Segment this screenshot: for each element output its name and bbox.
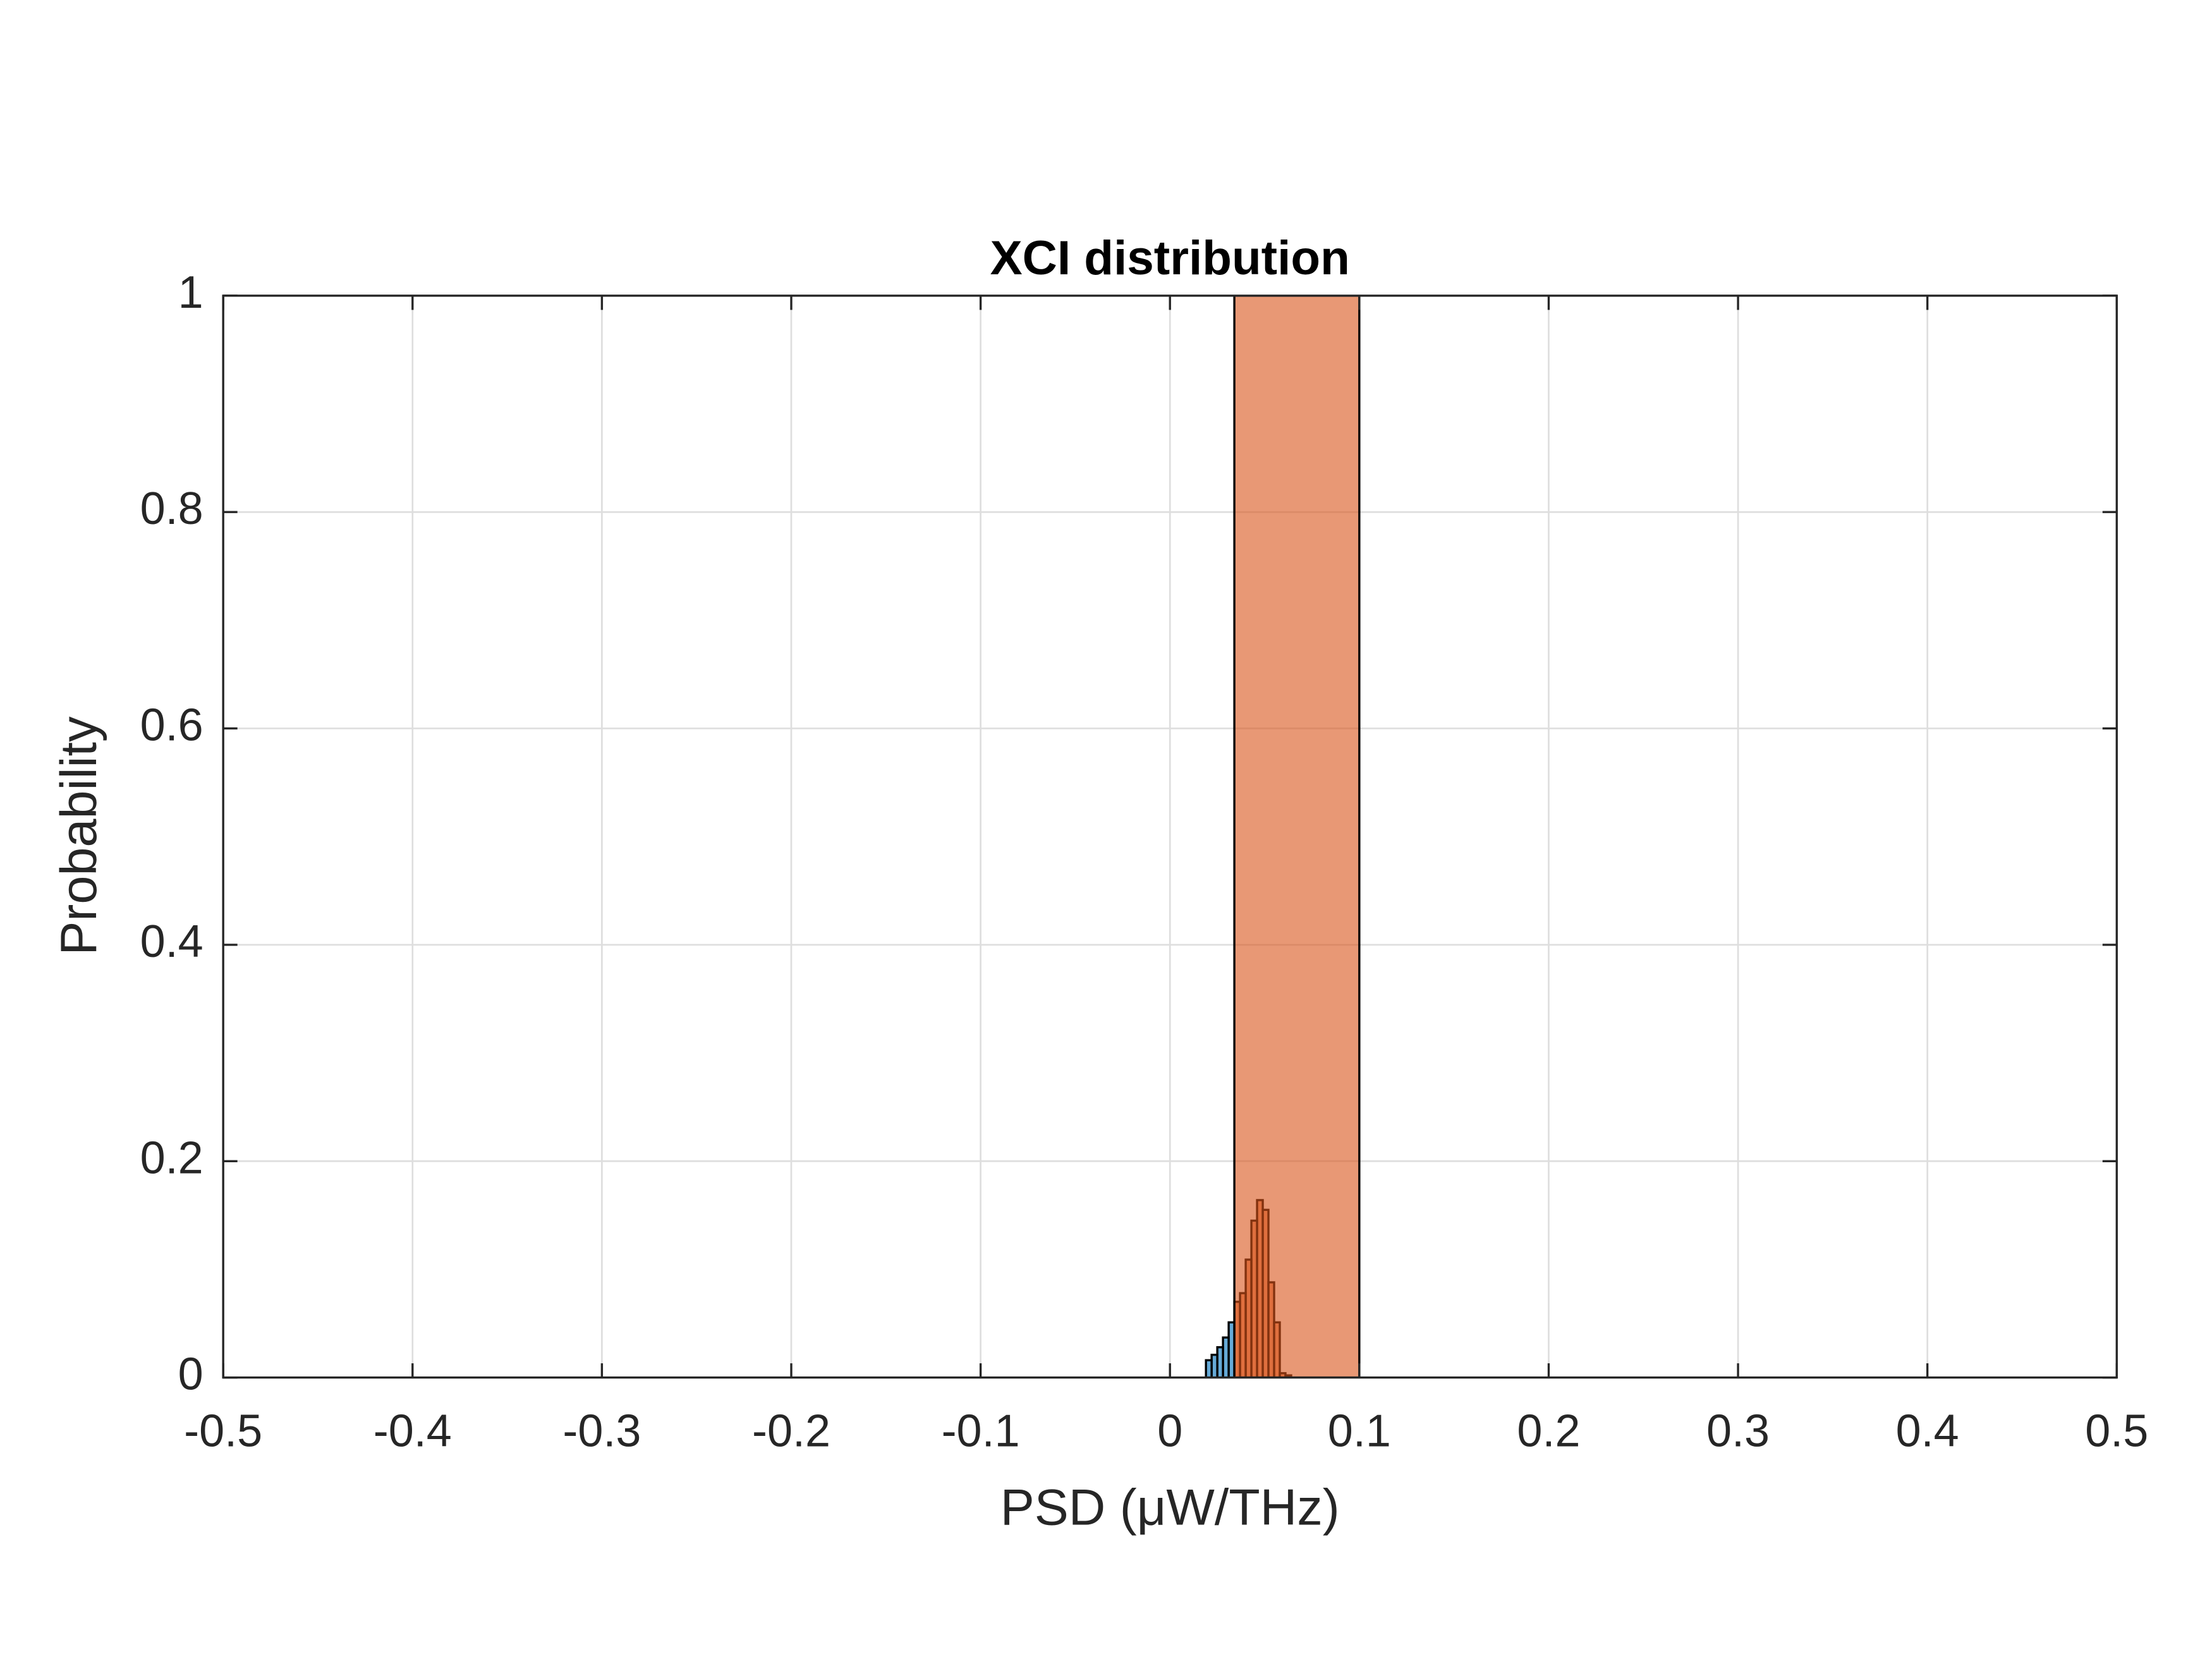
x-tick-label: 0 xyxy=(1157,1406,1182,1457)
x-tick-label: 0.3 xyxy=(1706,1406,1770,1457)
y-tick-label: 1 xyxy=(178,267,204,318)
y-tick-label: 0.4 xyxy=(140,916,204,967)
x-tick-label: 0.2 xyxy=(1517,1406,1580,1457)
y-tick-label: 0.2 xyxy=(140,1133,204,1183)
x-tick-label: 0.5 xyxy=(2085,1406,2148,1457)
x-tick-label: -0.1 xyxy=(942,1406,1020,1457)
axes-box xyxy=(222,295,2118,1379)
x-tick-label: -0.3 xyxy=(562,1406,641,1457)
x-tick-label: -0.4 xyxy=(374,1406,452,1457)
axes: -0.5 -0.4 -0.3 -0.2 -0.1 0 0.1 0.2 0.3 0.4 0.5 0 0.2… xyxy=(140,267,2149,1457)
y-tick-label: 0.8 xyxy=(140,483,204,534)
y-tick-label: 0.6 xyxy=(140,700,204,751)
bars xyxy=(1205,295,1361,1378)
x-tick-label: 0.4 xyxy=(1896,1406,1959,1457)
x-tick-label: -0.2 xyxy=(752,1406,830,1457)
x-tick-label: -0.5 xyxy=(184,1406,262,1457)
x-tick-label: 0.1 xyxy=(1328,1406,1391,1457)
y-axis-label: Probability xyxy=(51,716,107,956)
x-axis-label: PSD (μW/THz) xyxy=(1000,1479,1340,1536)
chart-title: XCI distribution xyxy=(990,231,1350,285)
y-tick-label: 0 xyxy=(178,1349,204,1400)
histogram-bar xyxy=(1233,295,1361,1378)
